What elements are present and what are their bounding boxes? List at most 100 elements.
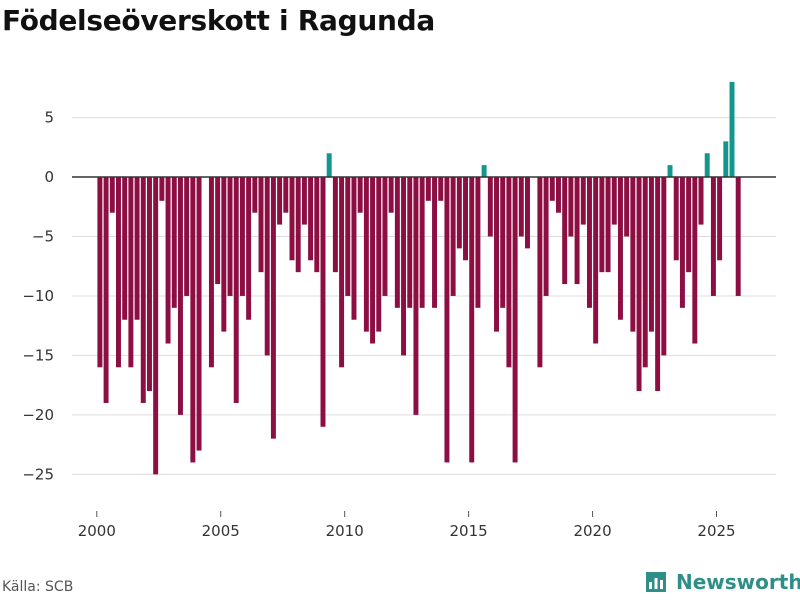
bar xyxy=(686,177,692,273)
bar xyxy=(289,177,295,261)
bar-series xyxy=(97,81,741,475)
bar xyxy=(537,177,543,368)
bar xyxy=(710,177,716,296)
bar xyxy=(239,177,245,296)
bar xyxy=(438,177,444,201)
bar xyxy=(233,177,239,403)
bar xyxy=(351,177,357,320)
bar xyxy=(122,177,128,320)
bar xyxy=(295,177,301,273)
bar xyxy=(568,177,574,237)
y-tick-label: 5 xyxy=(44,109,54,127)
bar xyxy=(370,177,376,344)
bar xyxy=(140,177,146,403)
bar xyxy=(487,177,493,237)
bar xyxy=(543,177,549,296)
bar xyxy=(673,177,679,261)
bar xyxy=(345,177,351,296)
bar xyxy=(456,177,462,249)
bar xyxy=(679,177,685,308)
bar xyxy=(599,177,605,273)
bar xyxy=(215,177,221,285)
x-tick-label: 2010 xyxy=(326,522,364,540)
bar xyxy=(165,177,171,344)
y-tick-label: 0 xyxy=(44,168,54,186)
bar xyxy=(556,177,561,213)
bar xyxy=(444,177,450,463)
bar xyxy=(698,177,704,225)
bar xyxy=(704,153,710,178)
bar xyxy=(221,177,227,332)
bar xyxy=(146,177,152,392)
bar xyxy=(97,177,103,368)
bar xyxy=(382,177,388,296)
bar xyxy=(642,177,648,368)
bar xyxy=(196,177,202,451)
bar xyxy=(617,177,623,320)
bar xyxy=(463,177,468,261)
bar xyxy=(494,177,499,332)
bar xyxy=(512,177,518,463)
bar xyxy=(506,177,512,368)
bar xyxy=(190,177,196,463)
bar xyxy=(339,177,345,368)
bar xyxy=(549,177,555,201)
bar xyxy=(717,177,723,261)
bar xyxy=(264,177,270,356)
bar xyxy=(388,177,394,213)
bar xyxy=(320,177,326,427)
bar xyxy=(134,177,140,320)
bar xyxy=(116,177,121,368)
bar xyxy=(277,177,283,225)
bar xyxy=(401,177,407,356)
bar xyxy=(692,177,698,344)
bar xyxy=(574,177,580,285)
y-tick-label: −10 xyxy=(22,287,54,305)
bar xyxy=(357,177,363,213)
bar xyxy=(611,177,617,225)
bar xyxy=(314,177,320,273)
bar xyxy=(518,177,524,237)
bar xyxy=(109,177,115,213)
bar xyxy=(376,177,382,332)
bar xyxy=(103,177,109,403)
bar xyxy=(177,177,183,415)
bar xyxy=(407,177,413,308)
y-axis-ticks: 5 0 −5 −10 −15 −20 −25 xyxy=(22,109,54,484)
bar xyxy=(128,177,134,368)
bar xyxy=(735,177,741,296)
x-tick-label: 2020 xyxy=(573,522,611,540)
y-tick-label: −20 xyxy=(22,406,54,424)
bar-chart-logo-icon xyxy=(646,572,666,592)
bar xyxy=(171,177,177,308)
bar xyxy=(580,177,586,225)
bar xyxy=(419,177,425,308)
bar xyxy=(208,177,214,368)
bar xyxy=(630,177,636,332)
bar xyxy=(469,177,475,463)
x-axis-ticks: 2000 2005 2010 2015 2020 2025 xyxy=(78,511,736,540)
bar xyxy=(500,177,506,308)
bar xyxy=(648,177,654,332)
bar xyxy=(413,177,419,415)
bar xyxy=(661,177,667,356)
y-tick-label: −25 xyxy=(22,465,54,483)
bar xyxy=(586,177,592,308)
bar xyxy=(562,177,568,285)
bar xyxy=(153,177,159,475)
x-tick-label: 2025 xyxy=(697,522,735,540)
y-tick-label: −15 xyxy=(22,346,54,364)
chart-title: Födelseöverskott i Ragunda xyxy=(2,4,435,37)
bar xyxy=(363,177,369,332)
bar xyxy=(246,177,252,320)
bar xyxy=(252,177,258,213)
bar xyxy=(159,177,165,201)
bar xyxy=(667,165,673,178)
bar xyxy=(723,141,729,178)
brand-name: Newsworthy xyxy=(676,570,800,594)
bar xyxy=(301,177,307,225)
x-tick-label: 2015 xyxy=(450,522,488,540)
bar xyxy=(605,177,611,273)
bar xyxy=(227,177,233,296)
